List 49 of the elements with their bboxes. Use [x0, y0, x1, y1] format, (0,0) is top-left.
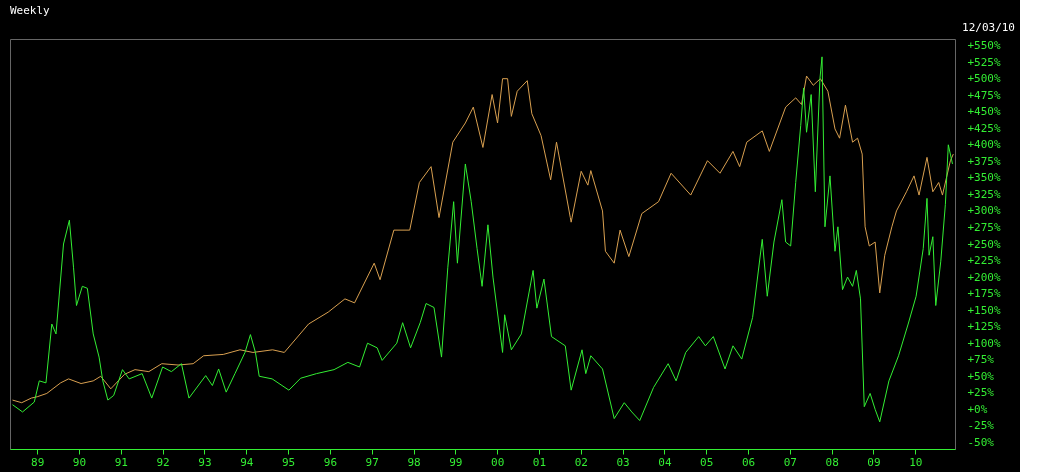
y-tick-label: +475% — [967, 88, 1001, 102]
x-tick-label: 89 — [31, 455, 45, 469]
x-tick-label: 92 — [156, 455, 170, 469]
y-tick-label: +400% — [967, 138, 1001, 152]
x-tick-label: 04 — [658, 455, 672, 469]
x-tick-label: 98 — [407, 455, 421, 469]
y-tick-label: -50% — [967, 435, 995, 449]
x-tick-label: 02 — [574, 455, 588, 469]
y-tick-label: +50% — [967, 369, 995, 383]
x-tick-label: 10 — [909, 455, 923, 469]
y-tick-label: +125% — [967, 320, 1001, 334]
y-tick-label: +175% — [967, 287, 1001, 301]
x-tick-label: 09 — [867, 455, 881, 469]
x-tick-label: 94 — [240, 455, 254, 469]
y-tick-label: +225% — [967, 254, 1001, 268]
y-tick-label: +100% — [967, 336, 1001, 350]
x-tick-label: 96 — [323, 455, 337, 469]
y-tick-label: +150% — [967, 303, 1001, 317]
y-tick-label: +325% — [967, 187, 1001, 201]
y-tick-label: +275% — [967, 220, 1001, 234]
x-tick-label: 05 — [700, 455, 714, 469]
y-tick-label: +450% — [967, 105, 1001, 119]
x-tick-label: 95 — [281, 455, 296, 469]
y-tick-label: +200% — [967, 270, 1001, 284]
y-tick-label: +550% — [967, 39, 1001, 53]
y-tick-label: +525% — [967, 55, 1001, 69]
y-tick-label: +375% — [967, 154, 1001, 168]
y-tick-label: +300% — [967, 204, 1001, 218]
x-tick-label: 00 — [491, 455, 505, 469]
chart-title: Weekly — [10, 4, 51, 17]
y-tick-label: +250% — [967, 237, 1001, 251]
x-tick-label: 08 — [825, 455, 839, 469]
y-tick-label: +0% — [967, 402, 988, 416]
y-tick-label: +500% — [967, 72, 1001, 86]
y-tick-label: +75% — [967, 353, 995, 367]
x-tick-label: 97 — [365, 455, 379, 469]
text: 12/03/10 — [962, 21, 1015, 34]
y-tick-label: +350% — [967, 171, 1001, 185]
x-tick-label: 91 — [114, 455, 128, 469]
x-tick-label: 07 — [783, 455, 797, 469]
x-tick-label: 01 — [532, 455, 547, 469]
x-tick-label: 99 — [449, 455, 463, 469]
x-tick-label: 93 — [198, 455, 212, 469]
y-tick-label: -25% — [967, 419, 995, 433]
y-tick-label: +425% — [967, 121, 1001, 135]
x-tick-label: 06 — [741, 455, 756, 469]
x-tick-label: 90 — [72, 455, 87, 469]
x-tick-label: 03 — [616, 455, 630, 469]
y-tick-label: +25% — [967, 386, 995, 400]
